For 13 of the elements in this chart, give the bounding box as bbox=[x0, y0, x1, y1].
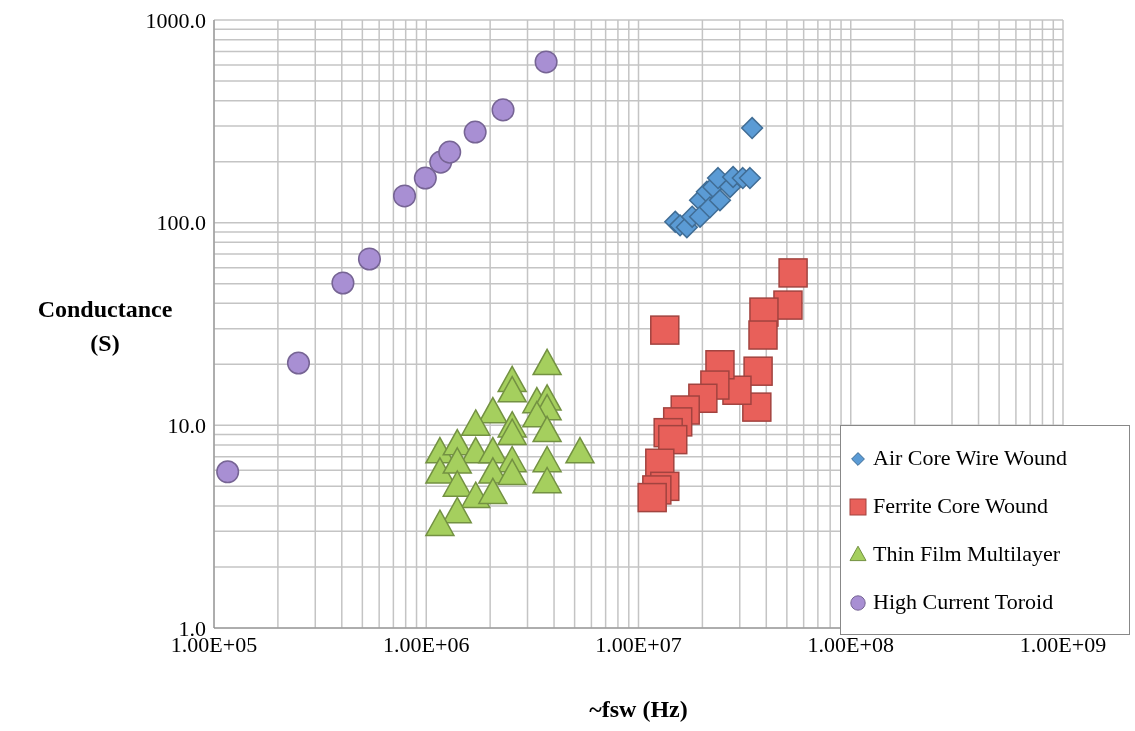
y-tick-label: 1000.0 bbox=[145, 7, 206, 33]
y-axis-title: Conductance (S) bbox=[36, 295, 174, 358]
x-tick-label: 1.00E+07 bbox=[595, 631, 682, 657]
x-tick-label: 1.00E+08 bbox=[807, 631, 894, 657]
y-tick-label: 100.0 bbox=[156, 210, 206, 236]
legend-label: High Current Toroid bbox=[873, 589, 1054, 615]
x-axis-title: ~fsw (Hz) bbox=[588, 696, 689, 723]
legend-label: Thin Film Multilayer bbox=[873, 541, 1060, 567]
x-tick-label: 1.00E+06 bbox=[383, 631, 470, 657]
y-tick-label: 10.0 bbox=[167, 413, 206, 439]
x-tick-label: 1.00E+09 bbox=[1019, 631, 1107, 657]
legend-label: Air Core Wire Wound bbox=[873, 445, 1067, 471]
legend-label: Ferrite Core Wound bbox=[873, 493, 1049, 519]
